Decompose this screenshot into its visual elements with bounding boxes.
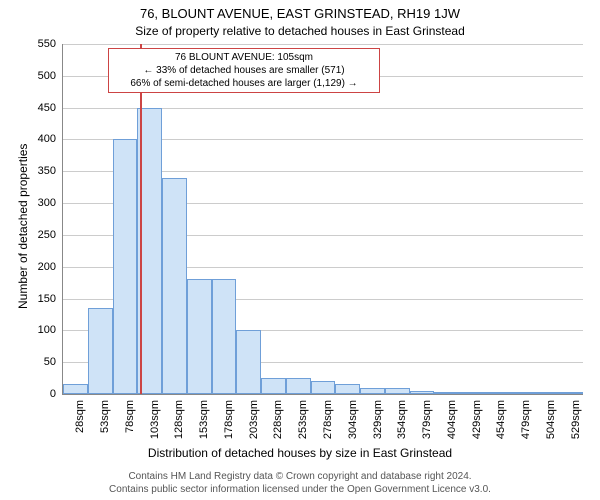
annotation-line-3: 66% of semi-detached houses are larger (… (113, 77, 375, 90)
histogram-bar (335, 384, 360, 394)
x-tick-label: 278sqm (322, 400, 334, 450)
y-tick-label: 350 (0, 165, 56, 177)
x-tick-label: 354sqm (396, 400, 408, 450)
x-tick-label: 28sqm (74, 400, 86, 450)
x-tick-label: 479sqm (520, 400, 532, 450)
attribution-line-2: Contains public sector information licen… (0, 483, 600, 496)
annotation-line-1: 76 BLOUNT AVENUE: 105sqm (113, 51, 375, 64)
plot-area (62, 44, 583, 395)
y-tick-label: 300 (0, 197, 56, 209)
annotation-box: 76 BLOUNT AVENUE: 105sqm← 33% of detache… (108, 48, 380, 93)
histogram-bar (212, 279, 237, 394)
x-tick-label: 404sqm (446, 400, 458, 450)
x-tick-label: 203sqm (248, 400, 260, 450)
histogram-bar (286, 378, 311, 394)
x-tick-label: 253sqm (297, 400, 309, 450)
y-tick-label: 50 (0, 356, 56, 368)
x-tick-label: 454sqm (495, 400, 507, 450)
x-tick-label: 504sqm (545, 400, 557, 450)
x-tick-label: 529sqm (570, 400, 582, 450)
histogram-bar (63, 384, 88, 394)
y-tick-label: 550 (0, 38, 56, 50)
y-tick-label: 150 (0, 293, 56, 305)
y-tick-label: 400 (0, 133, 56, 145)
annotation-line-2: ← 33% of detached houses are smaller (57… (113, 64, 375, 77)
histogram-bar (261, 378, 286, 394)
histogram-bar (162, 178, 187, 394)
x-tick-label: 379sqm (421, 400, 433, 450)
histogram-bar (88, 308, 113, 394)
x-tick-label: 429sqm (471, 400, 483, 450)
chart-container: 76, BLOUNT AVENUE, EAST GRINSTEAD, RH19 … (0, 0, 600, 500)
histogram-bar (459, 392, 484, 394)
histogram-bar (509, 392, 534, 394)
attribution-text: Contains HM Land Registry data © Crown c… (0, 470, 600, 496)
x-tick-label: 78sqm (124, 400, 136, 450)
histogram-bar (484, 392, 509, 394)
y-tick-label: 250 (0, 229, 56, 241)
y-tick-label: 100 (0, 324, 56, 336)
x-tick-label: 128sqm (173, 400, 185, 450)
histogram-bar (360, 388, 385, 394)
histogram-bar (385, 388, 410, 394)
histogram-bar (410, 391, 435, 394)
attribution-line-1: Contains HM Land Registry data © Crown c… (0, 470, 600, 483)
x-tick-label: 329sqm (372, 400, 384, 450)
x-tick-label: 53sqm (99, 400, 111, 450)
histogram-bar (533, 392, 558, 394)
histogram-bar (113, 139, 138, 394)
y-tick-label: 450 (0, 102, 56, 114)
histogram-bar (236, 330, 261, 394)
chart-title-primary: 76, BLOUNT AVENUE, EAST GRINSTEAD, RH19 … (0, 6, 600, 21)
histogram-bar (187, 279, 212, 394)
y-tick-label: 500 (0, 70, 56, 82)
x-axis-label: Distribution of detached houses by size … (0, 446, 600, 460)
x-tick-label: 103sqm (149, 400, 161, 450)
reference-marker-line (140, 44, 142, 394)
histogram-bar (434, 392, 459, 394)
histogram-bar (311, 381, 336, 394)
x-tick-label: 153sqm (198, 400, 210, 450)
y-tick-label: 200 (0, 261, 56, 273)
y-tick-label: 0 (0, 388, 56, 400)
x-tick-label: 304sqm (347, 400, 359, 450)
chart-title-secondary: Size of property relative to detached ho… (0, 24, 600, 38)
x-tick-label: 178sqm (223, 400, 235, 450)
x-tick-label: 228sqm (272, 400, 284, 450)
histogram-bar (558, 392, 583, 394)
